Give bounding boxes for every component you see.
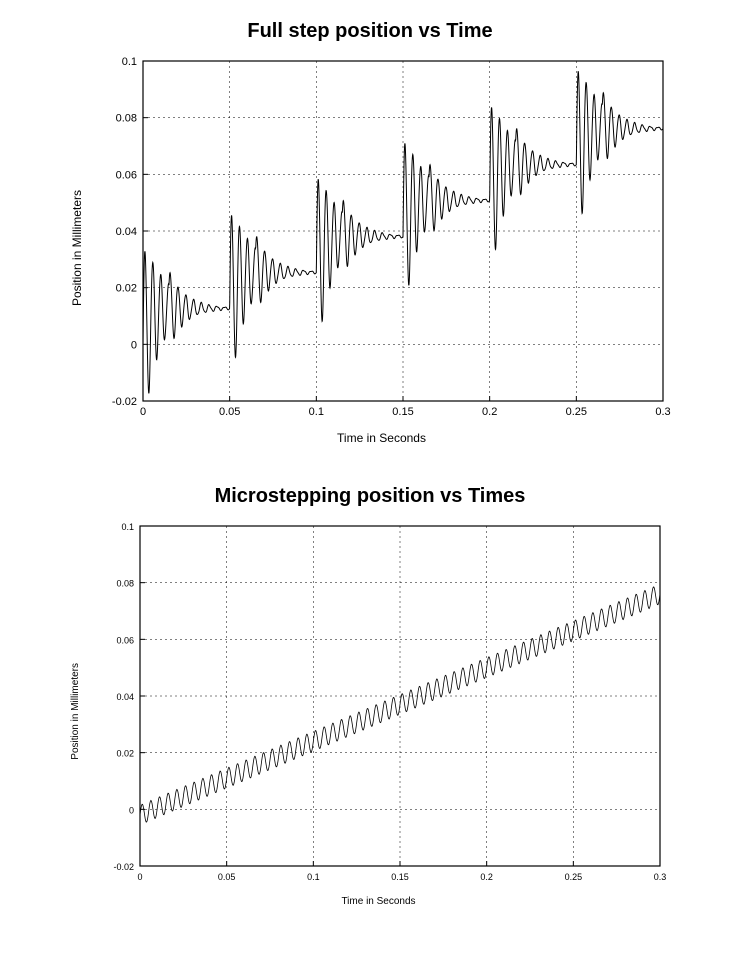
svg-text:0.02: 0.02 xyxy=(116,283,137,295)
svg-text:0.3: 0.3 xyxy=(654,872,667,882)
svg-text:0.08: 0.08 xyxy=(116,113,137,125)
svg-text:-0.02: -0.02 xyxy=(113,862,134,872)
svg-text:0.02: 0.02 xyxy=(116,749,134,759)
svg-text:0: 0 xyxy=(129,805,134,815)
chart1-svg: 00.050.10.150.20.250.3-0.0200.020.040.06… xyxy=(88,51,675,429)
svg-text:0.06: 0.06 xyxy=(116,635,134,645)
svg-text:0.15: 0.15 xyxy=(392,406,413,418)
svg-text:0.15: 0.15 xyxy=(391,872,409,882)
svg-text:0.3: 0.3 xyxy=(655,406,670,418)
svg-text:0.04: 0.04 xyxy=(116,692,134,702)
chart1-title: Full step position vs Time xyxy=(40,20,700,43)
svg-text:0.1: 0.1 xyxy=(122,56,137,68)
chart2-xlabel: Time in Seconds xyxy=(85,896,672,907)
chart2-title: Microstepping position vs Times xyxy=(40,485,700,508)
chart2-wrap: Position in Millimeters 0 0.05 0.1 0.15 0.2 0… xyxy=(70,516,700,907)
chart1-ylabel: Position in Millimeters xyxy=(70,190,84,306)
svg-text:0.05: 0.05 xyxy=(219,406,240,418)
chart1-wrap: Position in Millimeters 0 0.05 0.1 0.15 0.2 0… xyxy=(70,51,700,445)
chart2-svg: 00.050.10.150.20.250.3-0.0200.020.040.06… xyxy=(85,516,672,894)
chart1-svg-slot: 00.050.10.150.20.250.3-0.0200.020.040.06… xyxy=(88,51,675,445)
svg-text:0: 0 xyxy=(131,339,137,351)
chart-microstep: Microstepping position vs Times Position… xyxy=(40,485,700,907)
svg-text:0.06: 0.06 xyxy=(116,169,137,181)
svg-text:0.05: 0.05 xyxy=(218,872,236,882)
svg-text:0.25: 0.25 xyxy=(566,406,587,418)
svg-text:0.1: 0.1 xyxy=(307,872,320,882)
chart-fullstep: Full step position vs Time Position in M… xyxy=(40,20,700,445)
svg-text:0.2: 0.2 xyxy=(482,406,497,418)
svg-text:0.1: 0.1 xyxy=(121,522,134,532)
svg-text:0: 0 xyxy=(137,872,142,882)
svg-text:0.2: 0.2 xyxy=(480,872,493,882)
chart2-svg-slot: 00.050.10.150.20.250.3-0.0200.020.040.06… xyxy=(85,516,672,907)
svg-text:-0.02: -0.02 xyxy=(112,396,137,408)
chart1-xlabel: Time in Seconds xyxy=(88,431,675,445)
svg-text:0: 0 xyxy=(140,406,146,418)
svg-text:0.1: 0.1 xyxy=(309,406,324,418)
svg-text:0.08: 0.08 xyxy=(116,579,134,589)
svg-text:0.25: 0.25 xyxy=(565,872,583,882)
svg-text:0.04: 0.04 xyxy=(116,226,137,238)
chart2-ylabel: Position in Millimeters xyxy=(70,663,81,760)
